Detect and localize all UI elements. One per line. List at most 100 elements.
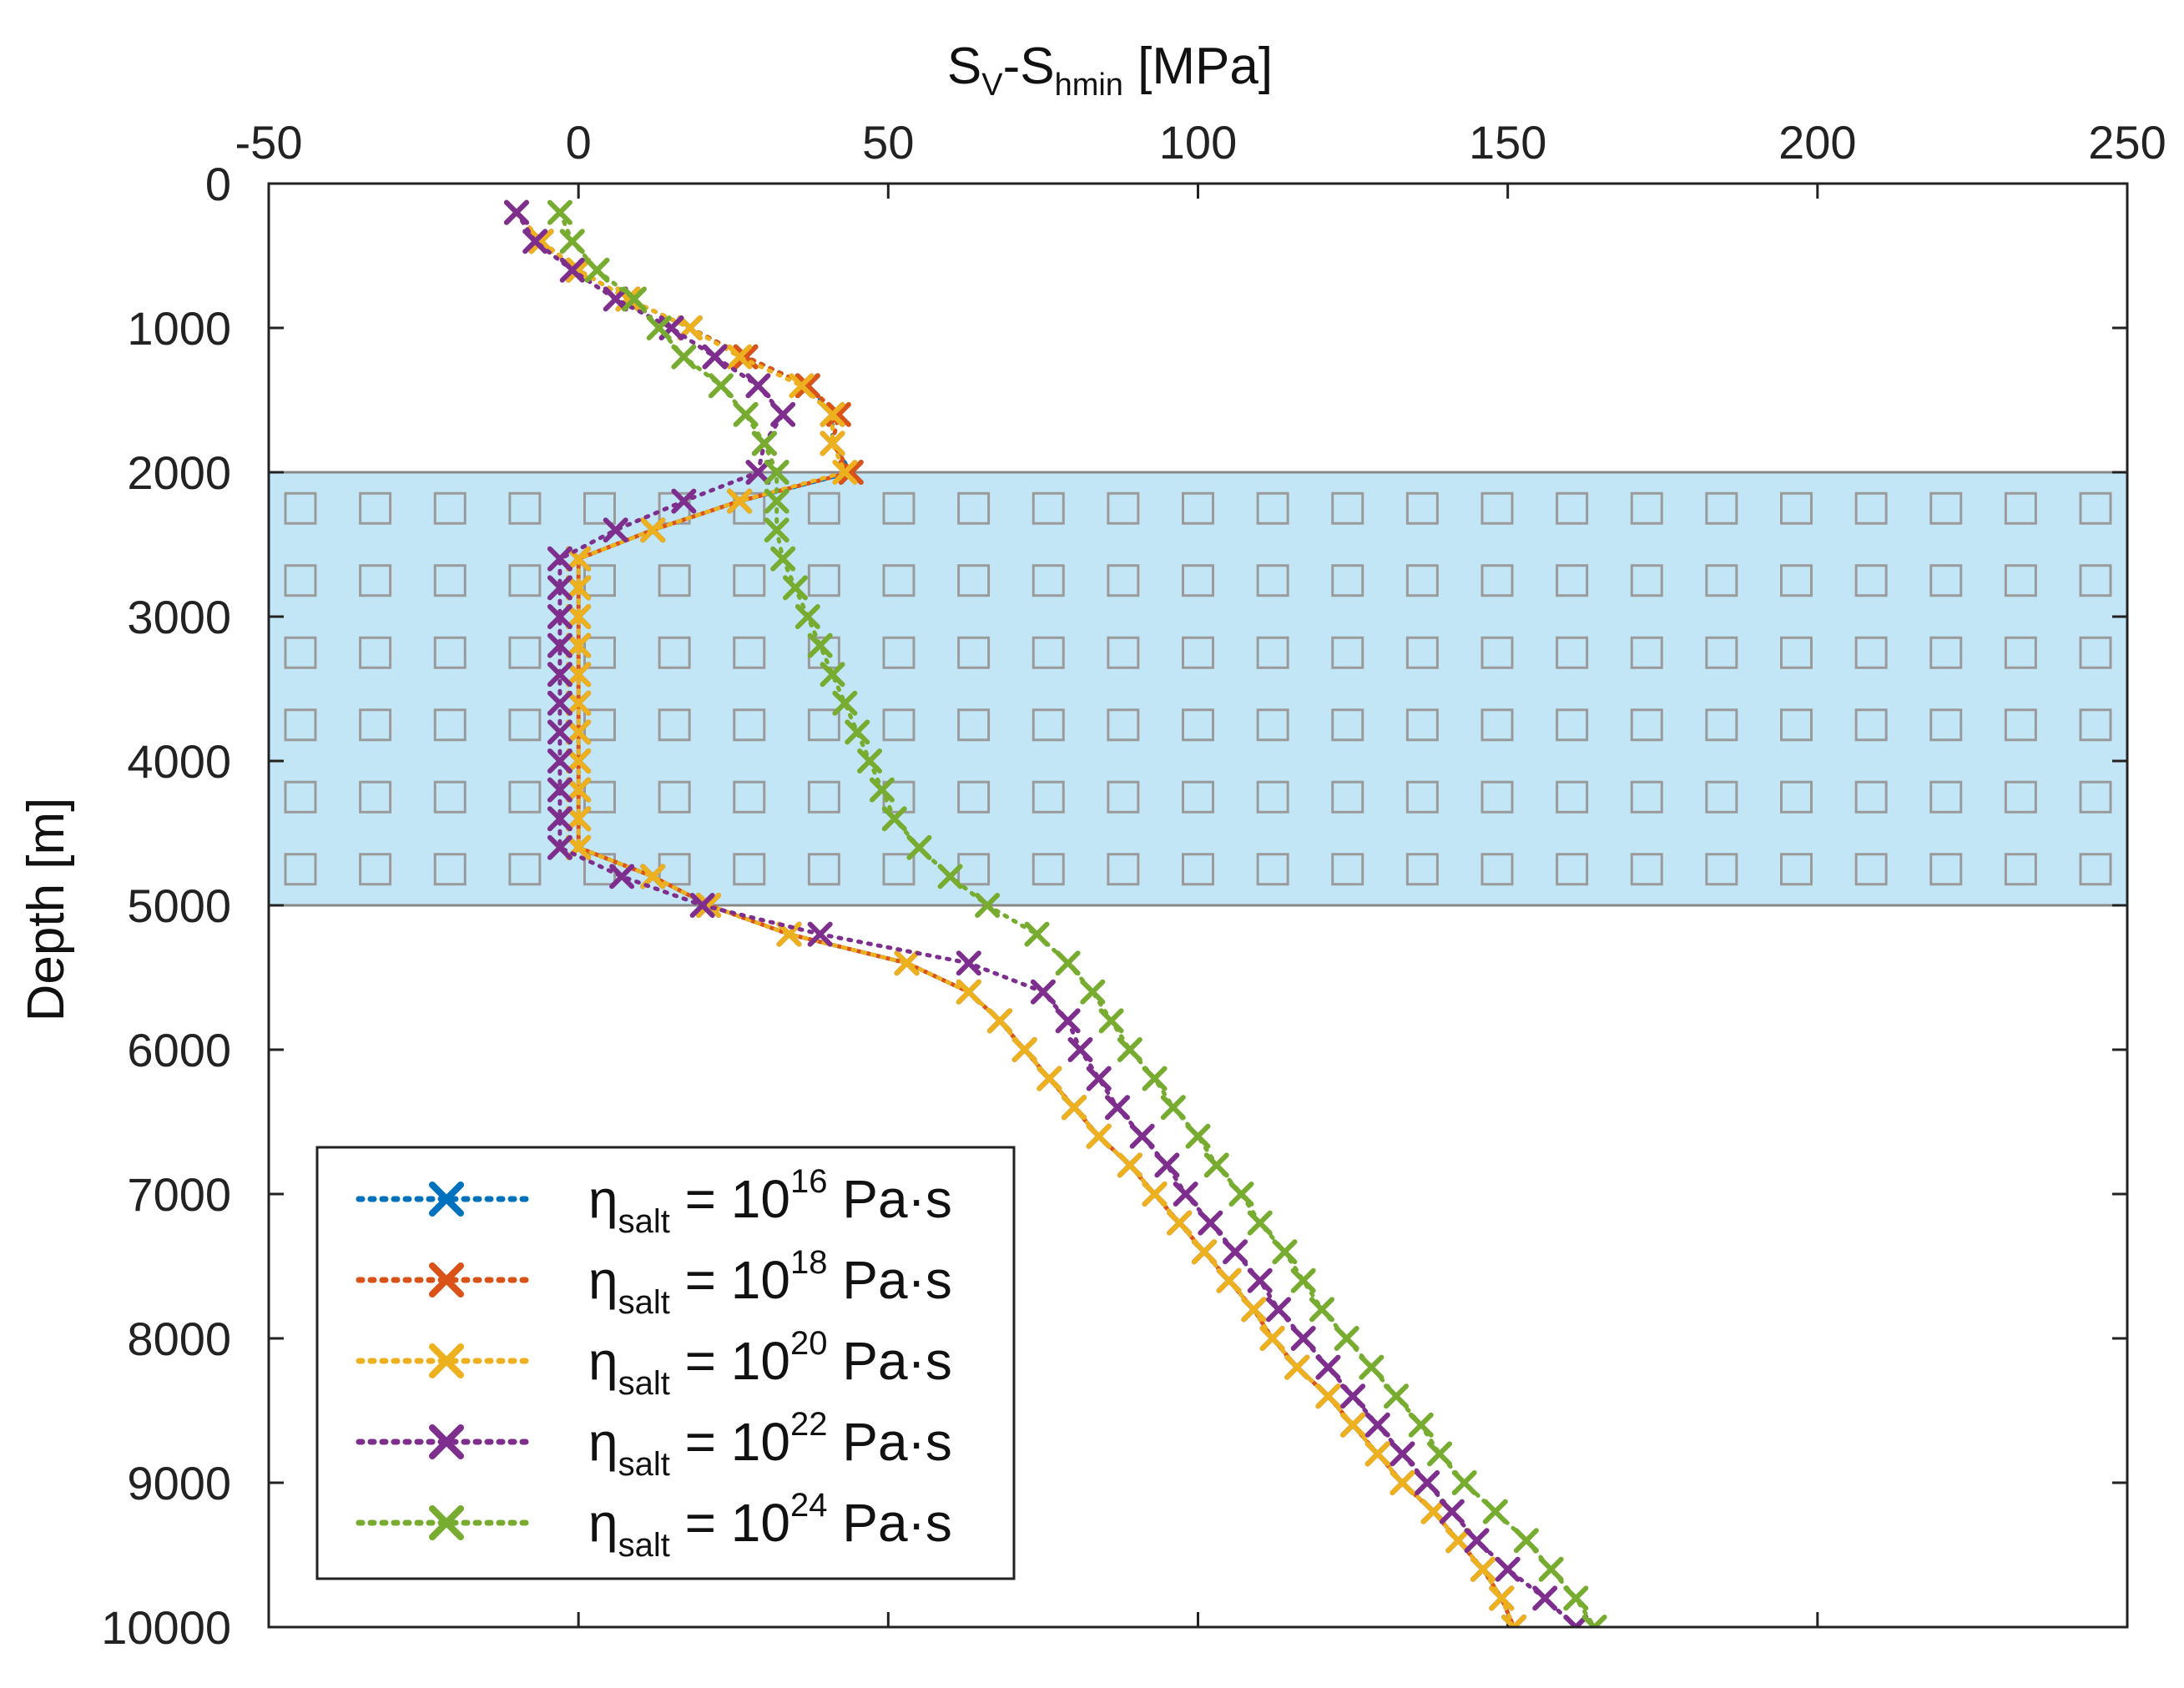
salt-marker (1780, 708, 1813, 742)
y-tick-labels: 0 1000 2000 3000 4000 5000 6000 7000 8000 9000 100… (101, 158, 231, 1654)
data-point (702, 344, 728, 370)
salt-marker (1405, 491, 1439, 525)
data-point (621, 286, 647, 312)
y-tick-label: 7000 (127, 1168, 231, 1221)
x-tick-label: 250 (2088, 116, 2166, 169)
data-point (1501, 1615, 1527, 1627)
legend-entry: ηsalt = 1018 Pa·s (356, 1244, 952, 1321)
data-point (838, 460, 864, 485)
data-point (566, 690, 592, 716)
data-point (956, 950, 981, 976)
salt-marker (359, 491, 392, 525)
salt-marker (1929, 708, 1963, 742)
data-point (782, 575, 808, 601)
data-point (566, 604, 592, 629)
data-point (1067, 1037, 1093, 1062)
salt-marker (1480, 491, 1514, 525)
data-point (1445, 1528, 1471, 1554)
legend-marker (429, 1424, 464, 1459)
x-tick-label: 200 (1778, 116, 1856, 169)
salt-marker (882, 708, 915, 742)
salt-marker (1630, 491, 1663, 525)
salt-marker (1182, 491, 1214, 525)
data-point (1117, 1152, 1142, 1178)
legend-label: ηsalt = 1016 Pa·s (588, 1163, 952, 1240)
salt-marker (1331, 853, 1364, 886)
y-tick-label: 4000 (127, 735, 231, 788)
data-point (1427, 1441, 1453, 1467)
data-point (671, 344, 697, 370)
salt-marker (1405, 636, 1439, 669)
salt-marker (1405, 853, 1439, 886)
x-axis-title: SV-Shmin [MPa] (947, 38, 1273, 103)
legend-marker (429, 1182, 464, 1217)
data-point (832, 690, 858, 716)
legend-entry: ηsalt = 1024 Pa·s (356, 1487, 952, 1564)
salt-marker (1031, 636, 1065, 669)
data-point (1563, 1585, 1589, 1611)
salt-marker (433, 780, 467, 814)
data-point (869, 777, 895, 803)
data-point (547, 632, 572, 658)
salt-marker (1480, 564, 1514, 597)
salt-marker (284, 853, 317, 886)
series-line (557, 210, 1597, 1627)
data-point (646, 315, 672, 340)
y-tick-label: 8000 (127, 1313, 231, 1365)
salt-marker (1031, 708, 1065, 742)
data-point (764, 488, 789, 514)
data-point (547, 748, 572, 773)
data-point (1563, 1615, 1589, 1627)
data-point (696, 893, 722, 918)
data-point (956, 979, 981, 1005)
salt-marker (1182, 708, 1214, 742)
salt-marker (359, 708, 392, 742)
data-point (1266, 1297, 1292, 1323)
data-point (547, 806, 572, 832)
data-point (547, 690, 572, 716)
salt-marker (882, 853, 915, 886)
salt-marker (1331, 564, 1364, 597)
data-point (1408, 1412, 1434, 1438)
data-point (1513, 1528, 1539, 1554)
salt-marker (1854, 853, 1888, 886)
y-tick-label: 0 (205, 158, 231, 210)
data-point (566, 806, 592, 832)
data-point (1420, 1499, 1446, 1524)
salt-marker (1630, 564, 1663, 597)
data-point (1284, 1354, 1310, 1380)
salt-marker (508, 780, 542, 814)
data-point (751, 431, 777, 456)
salt-marker (1031, 564, 1065, 597)
salt-marker (1031, 780, 1065, 814)
data-point (1024, 921, 1050, 947)
salt-marker (1780, 853, 1813, 886)
legend-label: ηsalt = 1020 Pa·s (588, 1325, 952, 1402)
plot-frame (267, 182, 2129, 1629)
data-point (609, 864, 635, 889)
salt-marker (1031, 853, 1065, 886)
salt-marker (1182, 853, 1214, 886)
data-point (1247, 1267, 1273, 1293)
y-tick-label: 3000 (127, 591, 231, 643)
salt-marker (1182, 564, 1214, 597)
data-point (1309, 1297, 1334, 1323)
salt-marker (284, 564, 317, 597)
salt-marker (1182, 636, 1214, 669)
salt-marker (1031, 491, 1065, 525)
legend-marker (429, 1505, 464, 1540)
series-line (514, 210, 1578, 1627)
data-point (1086, 1066, 1112, 1091)
data-point (727, 488, 753, 514)
data-point (566, 575, 592, 601)
salt-marker (1854, 636, 1888, 669)
salt-marker (1405, 708, 1439, 742)
data-point (559, 229, 585, 254)
salt-marker (2004, 564, 2037, 597)
data-point (745, 460, 771, 485)
data-point (566, 719, 592, 745)
data-point (1532, 1585, 1558, 1611)
salt-marker (733, 564, 766, 597)
data-point (566, 662, 592, 688)
